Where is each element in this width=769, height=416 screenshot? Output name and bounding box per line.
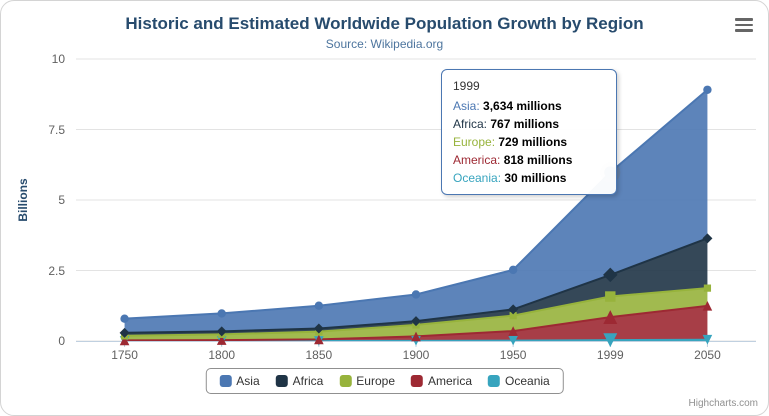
legend-swatch-oceania xyxy=(488,375,501,387)
tooltip-rows: Asia: 3,634 millions Africa: 767 millions… xyxy=(453,97,605,187)
hamburger-icon xyxy=(735,18,753,21)
marker-america-1800[interactable] xyxy=(216,335,227,345)
legend-label: Asia xyxy=(236,374,260,388)
x-axis-label-2050: 2050 xyxy=(694,348,721,362)
hamburger-icon xyxy=(735,23,753,26)
legend-item-asia[interactable]: Asia xyxy=(219,374,260,388)
legend-item-america[interactable]: America xyxy=(411,374,472,388)
legend-label: Europe xyxy=(356,374,396,388)
x-axis-label-1950: 1950 xyxy=(499,348,527,362)
y-axis-label-0: 0 xyxy=(58,334,65,348)
legend-label: America xyxy=(428,374,473,388)
marker-africa-1900[interactable] xyxy=(411,316,421,327)
marker-africa-2050[interactable] xyxy=(702,233,713,244)
x-axis-label-1999: 1999 xyxy=(596,348,624,362)
marker-oceania-1999[interactable] xyxy=(603,333,618,348)
marker-africa-1950[interactable] xyxy=(508,304,519,315)
marker-africa-1999[interactable] xyxy=(603,267,618,283)
marker-africa-1750[interactable] xyxy=(119,327,130,338)
tooltip-row-asia: Asia: 3,634 millions xyxy=(453,99,562,113)
tooltip-header: 1999 xyxy=(453,79,480,93)
marker-oceania-1950[interactable] xyxy=(508,335,518,346)
context-menu-button[interactable] xyxy=(735,18,753,32)
legend-swatch-america xyxy=(411,375,424,387)
marker-asia-1850[interactable] xyxy=(314,301,324,310)
marker-america-1850[interactable] xyxy=(314,334,324,345)
tooltip-row-oceania: Oceania: 30 millions xyxy=(453,171,567,185)
marker-america-1950[interactable] xyxy=(508,326,518,336)
legend: Asia Africa Europe America Oceania xyxy=(205,368,564,394)
x-axis-label-1750: 1750 xyxy=(111,348,138,362)
legend-swatch-asia xyxy=(219,375,232,387)
y-axis-label-5: 5 xyxy=(58,193,65,207)
series-area-america[interactable] xyxy=(124,305,708,341)
tooltip-row-africa: Africa: 767 millions xyxy=(453,117,560,131)
legend-item-oceania[interactable]: Oceania xyxy=(488,374,550,388)
marker-america-1750[interactable] xyxy=(119,335,130,346)
hamburger-icon xyxy=(735,29,753,32)
marker-asia-1750[interactable] xyxy=(120,314,129,323)
marker-america-1900[interactable] xyxy=(411,331,421,342)
marker-europe-1999[interactable] xyxy=(605,291,616,302)
y-axis-label-10: 10 xyxy=(51,52,65,66)
tooltip-row-america: America: 818 millions xyxy=(453,153,573,167)
legend-swatch-europe xyxy=(339,375,352,387)
marker-asia-1900[interactable] xyxy=(411,290,421,299)
series-area-asia[interactable] xyxy=(124,89,708,333)
marker-asia-2050[interactable] xyxy=(703,85,712,94)
marker-america-1999[interactable] xyxy=(603,310,618,325)
legend-label: Africa xyxy=(292,374,324,388)
y-axis-label-7.5: 7.5 xyxy=(48,122,65,137)
marker-europe-2050[interactable] xyxy=(703,284,712,292)
x-axis-label-1850: 1850 xyxy=(305,348,333,362)
tooltip: 1999 Asia: 3,634 millions Africa: 767 mil… xyxy=(441,69,617,195)
chart-title: Historic and Estimated Worldwide Populat… xyxy=(125,14,644,33)
legend-item-europe[interactable]: Europe xyxy=(339,374,395,388)
credits-link[interactable]: Highcharts.com xyxy=(688,398,758,409)
marker-oceania-2050[interactable] xyxy=(702,334,713,345)
tooltip-row-europe: Europe: 729 millions xyxy=(453,135,568,149)
series-area-africa[interactable] xyxy=(124,238,708,336)
marker-asia-1950[interactable] xyxy=(508,265,518,275)
legend-label: Oceania xyxy=(505,374,550,388)
marker-africa-1800[interactable] xyxy=(216,326,227,337)
chart-subtitle: Source: Wikipedia.org xyxy=(325,37,444,51)
x-axis-label-1900: 1900 xyxy=(402,348,430,362)
marker-europe-1950[interactable] xyxy=(509,312,517,320)
marker-asia-1800[interactable] xyxy=(217,309,226,318)
marker-america-2050[interactable] xyxy=(702,301,713,311)
y-axis-label-2.5: 2.5 xyxy=(48,263,65,278)
marker-africa-1850[interactable] xyxy=(313,323,324,334)
legend-item-africa[interactable]: Africa xyxy=(275,374,324,388)
legend-swatch-africa xyxy=(275,375,288,387)
x-axis-label-1800: 1800 xyxy=(208,348,236,362)
